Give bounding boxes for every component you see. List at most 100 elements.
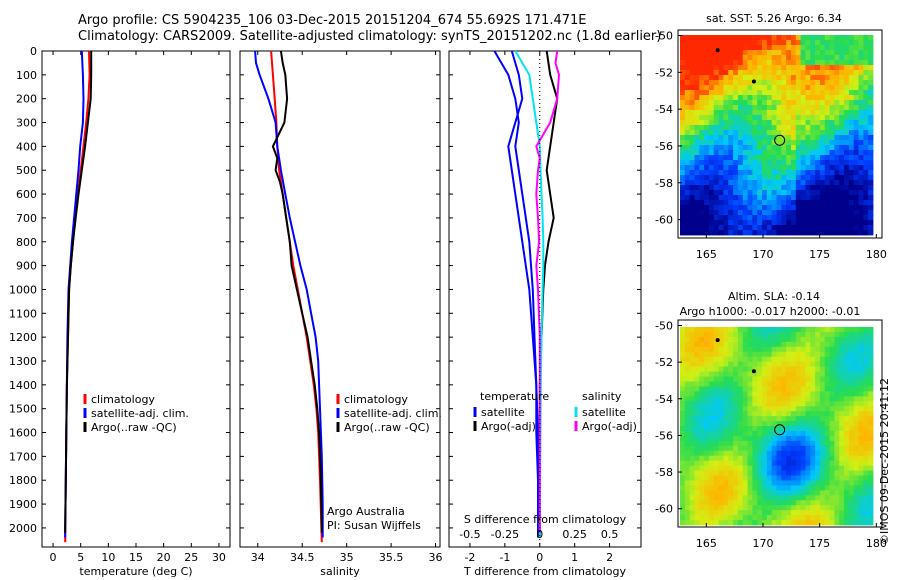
map-cell [795, 371, 802, 377]
map-cell [829, 361, 835, 367]
map-cell [757, 145, 763, 151]
map-cell [829, 515, 835, 521]
map-cell [824, 485, 830, 491]
map-cell [786, 361, 792, 367]
map-cell [848, 366, 855, 372]
map-cell [699, 371, 705, 377]
map-cell [742, 327, 748, 333]
map-cell [694, 165, 700, 171]
map-cell [786, 351, 792, 358]
map-cell [713, 440, 719, 447]
map-cell [747, 381, 753, 387]
secondary-x-tick-label: 0.5 [601, 528, 619, 541]
map-cell [733, 110, 739, 116]
map-cell [747, 411, 753, 417]
map-cell [684, 341, 691, 348]
map-cell [815, 485, 821, 491]
map-cell [699, 90, 705, 96]
map-cell [704, 195, 710, 201]
map-cell [752, 470, 758, 476]
map-cell [795, 60, 802, 66]
map-cell [800, 175, 806, 181]
map-cell [781, 421, 787, 427]
map-cell [844, 45, 850, 51]
map-cell [829, 445, 835, 452]
map-cell [815, 490, 821, 496]
map-cell [800, 366, 806, 372]
map-cell [795, 341, 802, 348]
map-cell [762, 35, 768, 41]
map-cell [810, 170, 816, 176]
map-cell [713, 331, 719, 338]
map-cell [689, 440, 695, 447]
map-cell [790, 495, 797, 501]
map-cell [800, 35, 806, 41]
map-cell [728, 45, 734, 51]
map-x-tick-label: 175 [809, 248, 830, 261]
map-cell [689, 55, 695, 61]
map-cell [713, 490, 719, 496]
map-cell [868, 175, 874, 181]
map-cell [853, 80, 859, 86]
map-cell [834, 95, 840, 101]
map-cell [853, 150, 859, 156]
map-cell [704, 366, 710, 372]
map-cell [844, 150, 850, 156]
map-cell [795, 145, 802, 151]
map-cell [694, 205, 700, 211]
map-cell [728, 460, 734, 466]
map-cell [728, 327, 734, 333]
map-cell [863, 371, 869, 377]
map-cell [824, 490, 830, 496]
map-cell [684, 346, 691, 353]
map-cell [766, 505, 773, 511]
map-cell [766, 376, 773, 382]
salinity-panel: 34 34.5 35 35.5 36salinityclimatologysatelli… [239, 50, 443, 578]
map-cell [747, 336, 753, 343]
map-cell [713, 80, 719, 86]
map-cell [795, 356, 802, 363]
map-cell [699, 220, 705, 226]
map-cell [713, 386, 719, 392]
map-cell [723, 95, 729, 101]
map-cell [708, 125, 715, 131]
map-cell [718, 401, 724, 407]
map-cell [776, 150, 782, 156]
map-cell [834, 50, 840, 56]
map-cell [680, 381, 686, 387]
map-cell [752, 115, 758, 121]
map-cell [834, 495, 840, 501]
map-cell [829, 416, 835, 422]
map-cell [834, 120, 840, 126]
map-cell [699, 215, 705, 221]
map-cell [844, 115, 850, 121]
map-cell [848, 85, 855, 91]
map-cell [718, 475, 724, 481]
map-cell [733, 327, 739, 333]
map-cell [747, 130, 753, 136]
map-cell [844, 331, 850, 338]
map-cell [747, 40, 753, 46]
map-cell [752, 381, 758, 387]
map-cell [699, 110, 705, 116]
map-cell [829, 110, 835, 116]
map-cell [747, 185, 753, 191]
map-cell [680, 70, 686, 76]
map-cell [762, 100, 768, 106]
map-cell [858, 90, 864, 96]
map-cell [868, 381, 874, 387]
map-cell [757, 505, 763, 511]
map-cell [684, 130, 691, 136]
map-cell [733, 331, 739, 338]
map-cell [713, 230, 719, 236]
map-cell [790, 170, 797, 176]
map-cell [766, 406, 773, 412]
map-cell [684, 55, 691, 61]
map-cell [858, 505, 864, 511]
map-cell [718, 510, 724, 516]
map-cell [680, 85, 686, 91]
map-cell [848, 60, 855, 66]
map-cell [694, 70, 700, 76]
map-cell [747, 80, 753, 86]
map-cell [723, 411, 729, 417]
